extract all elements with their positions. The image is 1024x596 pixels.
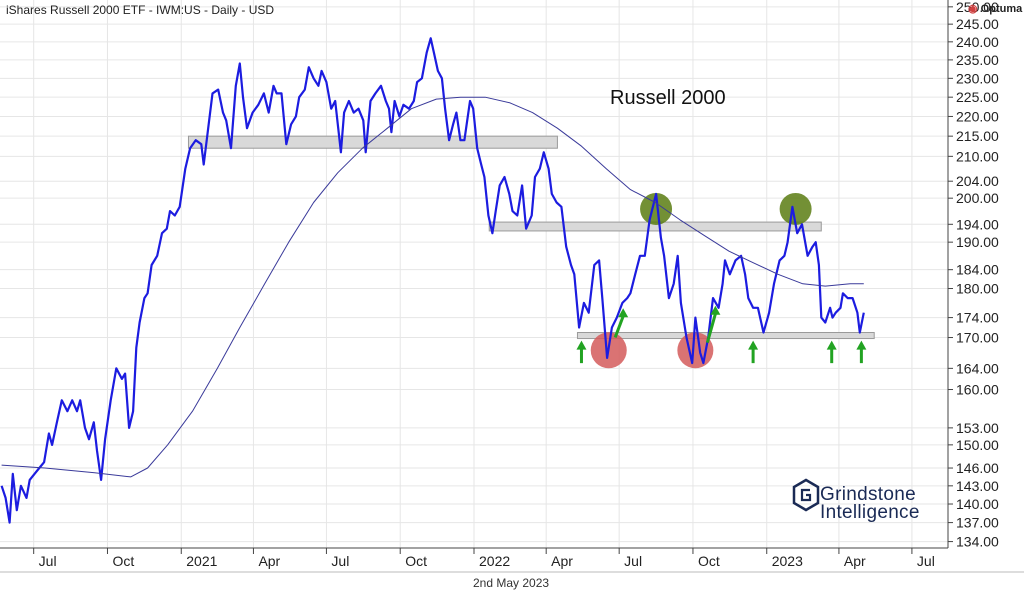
chart-title: Russell 2000 — [610, 87, 726, 109]
up-arrow-head — [826, 340, 837, 350]
x-tick-label: Oct — [698, 553, 720, 569]
x-tick-label: Apr — [844, 553, 866, 569]
y-tick-label: 194.00 — [956, 216, 999, 232]
y-tick-label: 134.00 — [956, 534, 999, 550]
y-tick-label: 210.00 — [956, 148, 999, 164]
footer-date-text: 2nd May 2023 — [473, 576, 550, 590]
x-tick-label: Apr — [258, 553, 280, 569]
x-tick-label: Oct — [405, 553, 427, 569]
top-marker — [640, 192, 673, 225]
x-tick-label: 2023 — [772, 553, 803, 569]
y-tick-label: 204.00 — [956, 173, 999, 189]
y-tick-label: 160.00 — [956, 382, 999, 398]
up-arrow — [826, 340, 837, 364]
x-tick-label: Jul — [624, 553, 642, 569]
up-arrow-head — [576, 340, 587, 350]
y-tick-label: 230.00 — [956, 70, 999, 86]
x-axis: Jul Oct 2021 Apr Jul Oct 2022 Apr Jul Oct 2023 Apr J… — [33, 548, 935, 569]
up-arrow — [748, 340, 759, 364]
optuma-label: Optuma — [980, 3, 1023, 15]
up-arrow-head — [618, 308, 629, 318]
price-line — [0, 37, 865, 524]
y-tick-label: 137.00 — [956, 515, 999, 531]
grindstone-logo-icon — [792, 478, 820, 512]
zone-rect — [576, 332, 875, 340]
optuma-logo-icon: ◉ — [968, 3, 978, 15]
up-arrow-shaft — [613, 315, 625, 339]
moving-average-line — [1, 96, 864, 478]
up-arrows — [576, 305, 867, 364]
y-tick-label: 150.00 — [956, 437, 999, 453]
y-tick-label: 240.00 — [956, 34, 999, 50]
up-arrow-shaft — [705, 313, 717, 343]
optuma-brand: ◉ Optuma — [968, 2, 1022, 15]
y-tick-label: 235.00 — [956, 52, 999, 68]
series-lines — [0, 37, 865, 524]
y-tick-label: 225.00 — [956, 89, 999, 105]
up-arrow — [856, 340, 867, 364]
up-arrow-head — [748, 340, 759, 350]
x-tick-label: Jul — [39, 553, 57, 569]
y-tick-label: 140.00 — [956, 496, 999, 512]
up-arrow-head — [856, 340, 867, 350]
y-tick-label: 174.00 — [956, 310, 999, 326]
y-tick-label: 143.00 — [956, 478, 999, 494]
x-tick-label: Jul — [331, 553, 349, 569]
top-marker — [779, 192, 812, 225]
watermark-line1: Grindstone — [820, 484, 916, 505]
chart-header: iShares Russell 2000 ETF - IWM:US - Dail… — [6, 3, 275, 17]
zone-rect — [187, 135, 558, 149]
y-tick-label: 180.00 — [956, 281, 999, 297]
x-tick-label: 2022 — [479, 553, 510, 569]
x-tick-label: Jul — [917, 553, 935, 569]
up-arrow — [576, 340, 587, 364]
y-tick-label: 250.00 — [956, 0, 999, 15]
y-tick-label: 164.00 — [956, 360, 999, 376]
x-tick-label: Oct — [112, 553, 134, 569]
up-arrow — [613, 308, 629, 339]
y-tick-label: 153.00 — [956, 420, 999, 436]
y-tick-label: 146.00 — [956, 460, 999, 476]
y-tick-label: 220.00 — [956, 108, 999, 124]
up-arrow — [705, 305, 721, 343]
y-tick-label: 215.00 — [956, 128, 999, 144]
up-arrow-head — [710, 305, 721, 315]
y-tick-label: 190.00 — [956, 234, 999, 250]
y-tick-label: 200.00 — [956, 190, 999, 206]
watermark-line2: Intelligence — [820, 502, 920, 523]
y-tick-label: 184.00 — [956, 262, 999, 278]
y-tick-label: 170.00 — [956, 330, 999, 346]
x-tick-label: 2021 — [186, 553, 217, 569]
y-tick-label: 245.00 — [956, 16, 999, 32]
x-tick-label: Apr — [551, 553, 573, 569]
